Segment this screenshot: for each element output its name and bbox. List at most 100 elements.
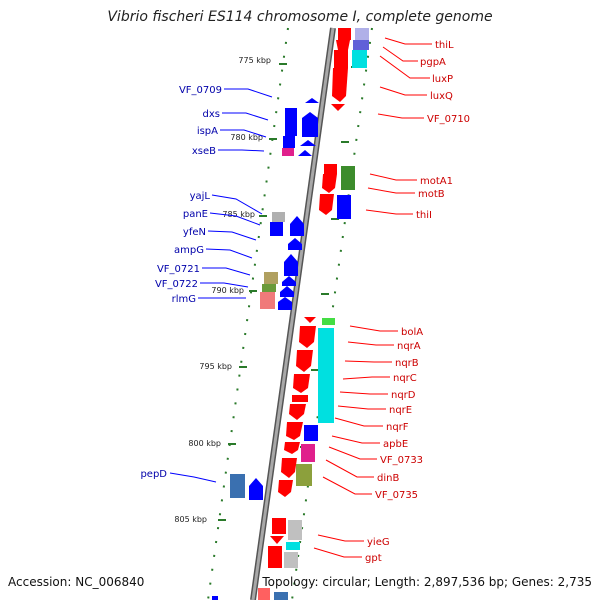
gene-luxP[interactable] [334,50,348,68]
gene-rlmG[interactable] [278,297,292,310]
gene-luxQ[interactable] [332,68,348,102]
gene-label[interactable]: VF_0735 [375,490,418,501]
gene-label[interactable]: nqrD [391,390,416,401]
gene-pepD[interactable] [249,478,263,500]
gene-yieG-feature[interactable] [288,520,302,540]
gene-VF_0709[interactable] [305,98,319,103]
gene-label[interactable]: bolA [401,327,423,338]
gene-yieG[interactable] [272,518,286,534]
gene-VF_0721[interactable] [282,276,296,286]
gene-label[interactable]: VF_0733 [380,455,423,466]
gene-yajL[interactable] [270,222,283,236]
gene-ampG[interactable] [284,254,298,276]
minus-strand-genes[interactable] [212,98,319,600]
gene-label[interactable]: thiL [435,40,454,51]
gene-label[interactable]: thiI [416,210,432,221]
gene-bottom-minus[interactable] [212,596,218,600]
gene-label[interactable]: motB [418,189,445,200]
gene-label[interactable]: dinB [377,473,399,484]
gene-bolA[interactable] [322,318,335,325]
plus-strand-genes[interactable] [258,28,369,600]
gene-gpt[interactable] [268,546,282,568]
gene-label[interactable]: dxs [203,109,220,120]
genome-summary: Topology: circular; Length: 2,897,536 bp… [262,575,592,589]
gene-label[interactable]: ispA [197,126,218,137]
gene-label[interactable]: yfeN [183,227,206,238]
gene-label[interactable]: yajL [190,191,211,202]
leader-pepD [169,472,217,483]
gene-label[interactable]: luxP [432,74,453,85]
gene-label[interactable]: pepD [140,469,167,480]
gene-label[interactable]: nqrF [386,422,409,433]
gene-VF_0722-feature[interactable] [262,284,276,292]
gene-label[interactable]: nqrA [397,341,421,352]
gene-motB[interactable] [319,194,334,215]
gene-yajL-feature[interactable] [272,212,285,222]
gene-thiL-feature[interactable] [355,28,369,40]
gene-bolA-head[interactable] [304,317,316,323]
gene-motA1[interactable] [322,174,337,193]
gene-bottom-feature[interactable] [274,592,288,600]
gene-VF_0721-feature[interactable] [264,272,278,284]
gene-nqrC[interactable] [293,374,310,393]
gene-apbE[interactable] [284,442,300,454]
gene-yfeN[interactable] [288,238,302,250]
gene-thiL[interactable] [338,28,351,40]
gene-nqrF-feature[interactable] [304,425,318,441]
gene-VF_0722[interactable] [280,286,294,297]
gene-label[interactable]: VF_0709 [179,85,222,96]
gene-pgpA-feature[interactable] [353,40,369,50]
gene-label[interactable]: xseB [192,146,216,157]
gene-luxP-feature[interactable] [352,50,367,68]
gene-gpt-head[interactable] [270,536,284,544]
leader-nqrA [347,341,394,346]
gene-label[interactable]: gpt [365,553,382,564]
gene-motA1-head[interactable] [324,164,337,174]
gene-ispA[interactable] [283,136,295,148]
gene-nqrB[interactable] [296,350,313,372]
gene-label[interactable]: panE [183,209,208,220]
gene-dinB-feature[interactable] [296,464,312,486]
gene-dxs-arrow[interactable] [302,112,318,137]
gene-nqrF[interactable] [286,422,303,440]
gene-nqr-feature[interactable] [318,328,334,423]
gene-nqrD[interactable] [292,395,308,402]
gene-VF_0733[interactable] [281,458,297,478]
gene-label[interactable]: VF_0710 [427,114,470,125]
leader-nqrF [334,417,383,427]
gene-dxs[interactable] [285,108,297,136]
gene-gpt-feature[interactable] [286,542,300,550]
gene-nqrA[interactable] [299,326,316,348]
gene-VF_0710[interactable] [331,104,345,111]
gene-rlmG-feature[interactable] [260,292,275,309]
gene-label[interactable]: pgpA [420,57,446,68]
gene-label[interactable]: luxQ [430,91,453,102]
gene-ispA-arrow[interactable] [300,140,316,146]
gene-label[interactable]: nqrE [389,405,412,416]
gene-thiI-feature[interactable] [337,195,351,219]
gene-label[interactable]: nqrB [395,358,419,369]
gene-label[interactable]: motA1 [420,176,453,187]
gene-VF_0733-feature[interactable] [301,444,315,462]
gene-gpt-feature2[interactable] [284,552,298,568]
gene-xseB[interactable] [282,148,294,156]
gene-label[interactable]: nqrC [393,373,417,384]
minus-leader-lines [169,88,273,483]
gene-pepD-feature[interactable] [230,474,245,498]
gene-xseB-arrow[interactable] [298,150,312,156]
gene-label[interactable]: ampG [174,245,204,256]
gene-VF_0735[interactable] [278,480,293,497]
leader-gpt [313,547,362,558]
gene-nqrE[interactable] [289,404,306,420]
gene-motA1-feature[interactable] [341,166,355,190]
gene-panE[interactable] [290,216,304,236]
gene-label[interactable]: VF_0721 [157,264,200,275]
gene-next[interactable] [258,588,270,600]
tick-label: 785 kbp [222,210,255,219]
gene-label[interactable]: VF_0722 [155,279,198,290]
gene-label[interactable]: apbE [383,439,408,450]
gene-label[interactable]: yieG [367,537,390,548]
leader-panE [209,212,261,226]
gene-label[interactable]: rlmG [172,294,196,305]
